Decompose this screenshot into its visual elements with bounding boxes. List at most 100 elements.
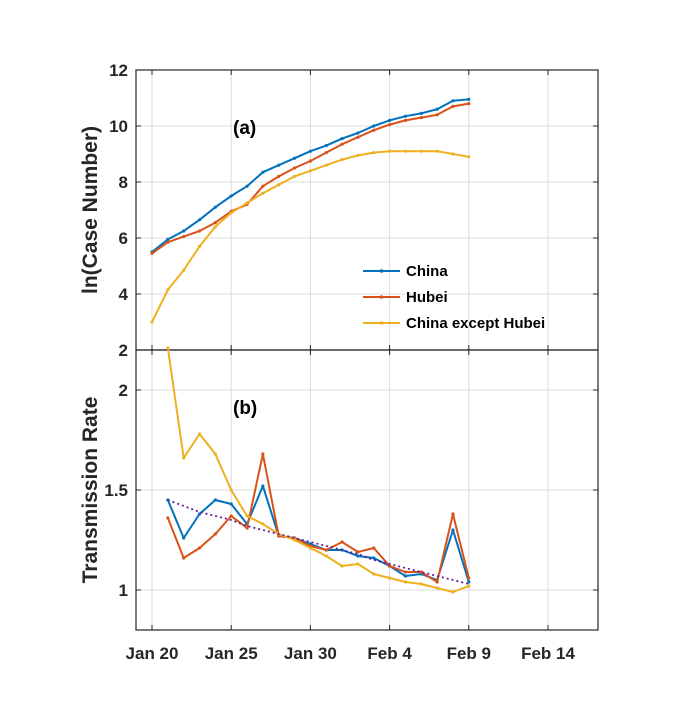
series-point-china-except-hubei <box>356 562 360 566</box>
panel-annotation: (b) <box>233 398 257 419</box>
series-point-hubei <box>340 142 344 146</box>
series-point-china-except-hubei <box>340 564 344 568</box>
series-point-hubei <box>324 151 328 155</box>
series-point-china-except-hubei <box>372 151 376 155</box>
series-point-china <box>435 107 439 111</box>
legend-marker-china <box>379 269 384 273</box>
legend-marker-china-except-hubei <box>379 321 384 325</box>
series-line-hubei <box>166 453 470 583</box>
series-point-hubei <box>356 135 360 139</box>
series-point-hubei <box>182 235 186 239</box>
series-line-china-except-hubei <box>166 347 470 593</box>
series-point-china-except-hubei <box>467 155 471 159</box>
series-point-hubei <box>451 512 455 516</box>
legend: China Hubei China except Hubei <box>363 263 545 332</box>
series-point-hubei <box>245 526 249 530</box>
series-point-hubei <box>324 548 328 552</box>
x-tick-label: Feb 4 <box>367 644 412 663</box>
legend-label-china: China <box>406 263 448 280</box>
y-tick-label: 1.5 <box>104 481 128 500</box>
series-point-hubei <box>277 174 281 178</box>
y-tick-label: 8 <box>119 173 128 192</box>
series-point-china <box>372 556 376 560</box>
series-point-china-except-hubei <box>292 538 297 542</box>
series-point-hubei <box>435 580 439 584</box>
series-point-hubei <box>197 229 202 233</box>
shared-x-axis: Jan 20 Jan 25 Jan 30 Feb 4 Feb 9 Feb 14 <box>126 644 576 663</box>
y-axis-label: ln(Case Number) <box>79 126 102 294</box>
series-point-china <box>277 163 281 167</box>
series-point-china-except-hubei <box>213 225 217 229</box>
series-point-china-except-hubei <box>292 174 297 178</box>
series-point-china-except-hubei <box>229 488 233 492</box>
axes-frame <box>135 69 599 351</box>
series-point-hubei <box>166 240 170 244</box>
series-point-china-except-hubei <box>356 153 360 157</box>
series-point-hubei <box>435 113 439 117</box>
series-point-china <box>213 205 217 209</box>
series-point-china-except-hubei <box>419 149 423 153</box>
series-point-china-except-hubei <box>166 288 170 292</box>
series-point-hubei <box>308 159 312 163</box>
series-point-china <box>261 484 265 488</box>
series-point-hubei <box>261 184 265 188</box>
series-point-china-except-hubei <box>419 582 423 586</box>
x-tick-label: Jan 25 <box>205 644 258 663</box>
series-point-china <box>166 237 170 241</box>
series-point-china-except-hubei <box>308 169 312 173</box>
series-point-hubei <box>419 116 423 120</box>
series-point-china-except-hubei <box>166 346 170 350</box>
series-point-china <box>197 218 202 222</box>
series-point-china-except-hubei <box>324 163 328 167</box>
series-point-china <box>356 131 360 135</box>
series-point-china-except-hubei <box>308 546 312 550</box>
series-point-china-except-hubei <box>261 522 265 526</box>
series-point-china <box>372 124 376 128</box>
series-point-china-except-hubei <box>150 320 154 324</box>
series-point-hubei <box>292 166 297 170</box>
series-point-china-except-hubei <box>197 244 202 248</box>
series-point-hubei <box>451 104 455 108</box>
series-point-china <box>182 229 186 233</box>
series-line-china <box>166 485 470 583</box>
series-point-china-except-hubei <box>245 201 249 205</box>
series-point-hubei <box>403 118 408 122</box>
series-point-hubei <box>388 123 392 127</box>
series-point-hubei <box>213 221 217 225</box>
series-point-hubei <box>213 532 217 536</box>
x-tick-label: Feb 14 <box>521 644 575 663</box>
legend-label-hubei: Hubei <box>406 289 448 306</box>
x-tick-label: Jan 20 <box>126 644 179 663</box>
series-point-hubei <box>261 452 265 456</box>
y-tick-label: 2 <box>119 381 128 400</box>
series-point-china <box>388 118 392 122</box>
series-point-hubei <box>166 516 170 520</box>
y-tick-label: 4 <box>119 285 129 304</box>
panel-b: 1 1.5 2 Transmission Rate (b) <box>79 346 599 631</box>
legend-marker-hubei <box>379 295 384 299</box>
series-point-china <box>261 170 265 174</box>
series-point-hubei <box>229 514 233 518</box>
series-point-hubei <box>197 546 202 550</box>
x-tick-label: Feb 9 <box>447 644 491 663</box>
y-tick-label: 1 <box>119 581 128 600</box>
series-point-china-except-hubei <box>324 554 328 558</box>
series-point-china <box>229 502 233 506</box>
series-point-hubei <box>467 102 471 106</box>
series-point-hubei <box>182 556 186 560</box>
series-point-hubei <box>467 576 471 580</box>
series-point-china-except-hubei <box>372 572 376 576</box>
series-point-china <box>403 114 408 118</box>
series-point-china-except-hubei <box>182 268 186 272</box>
series-point-china-except-hubei <box>245 514 249 518</box>
series-point-china-except-hubei <box>467 584 471 588</box>
series-point-china-except-hubei <box>197 432 202 436</box>
series-point-china <box>324 144 328 148</box>
series-point-china-except-hubei <box>403 580 408 584</box>
y-tick-label: 10 <box>109 117 128 136</box>
y-axis-label: Transmission Rate <box>79 397 102 584</box>
series-point-china <box>229 194 233 198</box>
panel-annotation: (a) <box>233 118 256 139</box>
series-point-china-except-hubei <box>182 456 186 460</box>
